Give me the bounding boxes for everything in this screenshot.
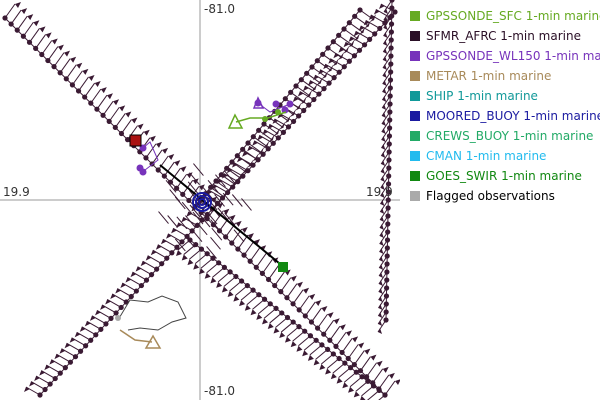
legend-swatch (410, 71, 420, 81)
coord-label-top: -81.0 (204, 2, 236, 16)
legend-item-goes-swir[interactable]: GOES_SWIR 1-min marine (410, 166, 600, 186)
track-ne-upper (197, 7, 376, 212)
legend-item-sfmr-afrc[interactable]: SFMR_AFRC 1-min marine (410, 26, 600, 46)
map-panel[interactable]: -81.0 -81.0 19.9 19.9 (0, 0, 400, 400)
legend-item-ship[interactable]: SHIP 1-min marine (410, 86, 600, 106)
legend-item-flagged[interactable]: Flagged observations (410, 186, 600, 206)
moored-buoy-symbol (195, 195, 209, 209)
center-wind-field (158, 163, 252, 259)
legend-item-cman[interactable]: CMAN 1-min marine (410, 146, 600, 166)
flight-tracks (2, 0, 400, 400)
legend-label: MOORED_BUOY 1-min marine (426, 109, 600, 123)
moored-buoy-symbol (192, 192, 212, 212)
moored-buoy-symbol (198, 198, 206, 206)
legend-label: CREWS_BUOY 1-min marine (426, 129, 594, 143)
goes-swir-square (278, 262, 288, 272)
legend-label-flagged: Flagged observations (426, 189, 555, 203)
gpssonde-wl150-point (272, 100, 280, 108)
coord-label-right: 19.9 (366, 185, 393, 199)
legend-swatch (410, 151, 420, 161)
track-se-lower (176, 237, 388, 400)
legend-item-gpssonde-sfc[interactable]: GPSSONDE_SFC 1-min marine (410, 6, 600, 26)
gpssonde-wl150-point (139, 168, 147, 176)
legend-swatch (410, 51, 420, 61)
gpssonde-wl150-triangle (252, 96, 265, 109)
legend-panel: GPSSONDE_SFC 1-min marine SFMR_AFRC 1-mi… (404, 0, 600, 400)
legend-item-metar[interactable]: METAR 1-min marine (410, 66, 600, 86)
flagged-observation-outline (117, 295, 187, 331)
coord-label-left: 19.9 (3, 185, 30, 199)
red-square-marker (129, 134, 142, 147)
gpssonde-sfc-triangle (227, 113, 244, 129)
legend-label: SHIP 1-min marine (426, 89, 538, 103)
coord-label-bottom: -81.0 (204, 384, 236, 398)
legend-label: SFMR_AFRC 1-min marine (426, 29, 581, 43)
track-east (377, 0, 395, 334)
legend-label: METAR 1-min marine (426, 69, 552, 83)
legend-swatch (410, 171, 420, 181)
legend-item-crews-buoy[interactable]: CREWS_BUOY 1-min marine (410, 126, 600, 146)
legend-swatch (410, 31, 420, 41)
legend-label: GOES_SWIR 1-min marine (426, 169, 582, 183)
legend-label: GPSSONDE_SFC 1-min marine (426, 9, 600, 23)
legend-swatch (410, 131, 420, 141)
legend-item-moored-buoy[interactable]: MOORED_BUOY 1-min marine (410, 106, 600, 126)
legend-label: GPSSONDE_WL150 1-min marine (426, 49, 600, 63)
legend-swatch (410, 191, 420, 201)
observation-symbols (115, 96, 294, 349)
legend-item-gpssonde-wl150[interactable]: GPSSONDE_WL150 1-min marine (410, 46, 600, 66)
legend-label: CMAN 1-min marine (426, 149, 547, 163)
legend-swatch (410, 111, 420, 121)
metar-triangle (144, 334, 162, 349)
wind-observation-map[interactable] (0, 0, 400, 400)
legend-swatch (410, 91, 420, 101)
gpssonde-wl150-point (281, 106, 289, 114)
legend-swatch (410, 11, 420, 21)
